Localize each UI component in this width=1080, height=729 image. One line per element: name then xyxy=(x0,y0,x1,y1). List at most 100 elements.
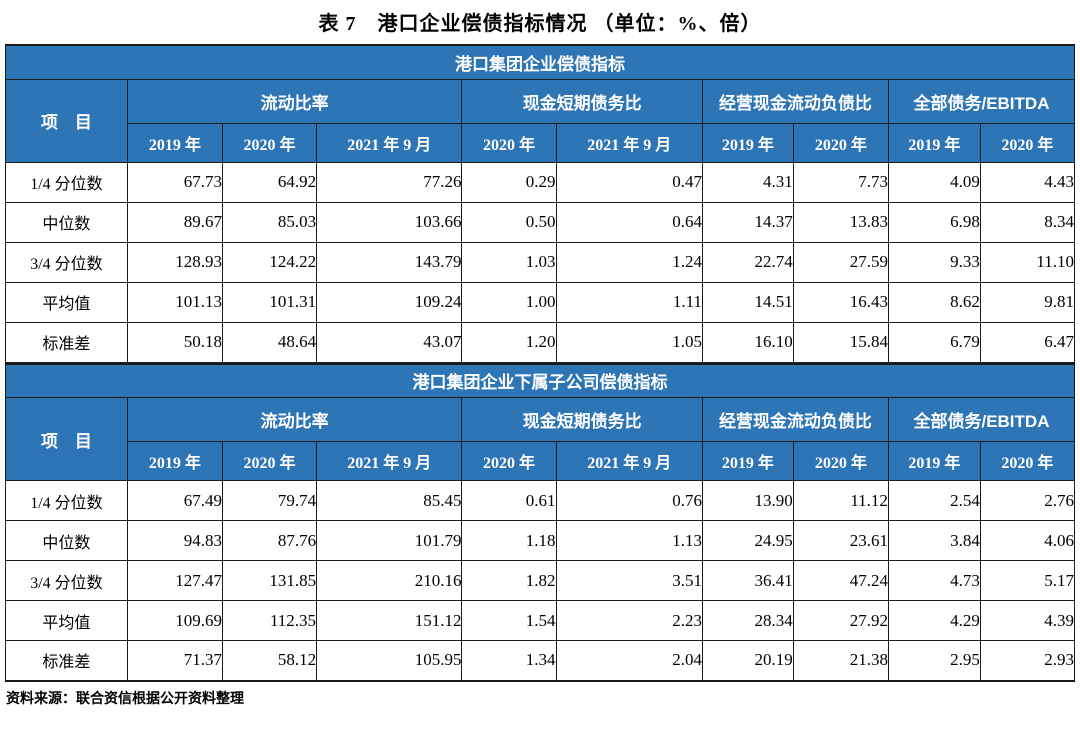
value-cell: 0.29 xyxy=(461,161,557,203)
value-cell: 43.07 xyxy=(316,321,463,363)
table-row: 标准差 71.37 58.12 105.95 1.34 2.04 20.19 21.38 2.9… xyxy=(5,640,1076,681)
value-cell: 101.31 xyxy=(221,281,318,323)
section-band-row: 港口集团企业下属子公司偿债指标 xyxy=(5,363,1075,398)
value-cell: 1.13 xyxy=(555,520,703,561)
value-cell: 0.50 xyxy=(461,201,557,243)
year-header: 2021 年 9 月 xyxy=(555,122,703,163)
value-cell: 23.61 xyxy=(792,520,889,561)
value-cell: 124.22 xyxy=(221,241,318,283)
year-header: 2021 年 9 月 xyxy=(555,441,703,481)
value-cell: 13.83 xyxy=(792,201,889,243)
value-cell: 87.76 xyxy=(221,520,318,561)
year-header: 2019 年 xyxy=(701,441,794,481)
value-cell: 2.04 xyxy=(555,640,703,681)
table-row: 中位数 94.83 87.76 101.79 1.18 1.13 24.95 23.61 3.8… xyxy=(5,520,1076,561)
group-header-row: 项 目 流动比率 现金短期债务比 经营现金流动负债比 全部债务/EBITDA xyxy=(5,397,1076,481)
value-cell: 4.31 xyxy=(701,161,794,203)
value-cell: 109.24 xyxy=(316,281,463,323)
value-cell: 2.23 xyxy=(555,600,703,641)
row-label: 标准差 xyxy=(5,321,128,363)
group-indicators-table: 港口集团企业偿债指标 项 目 流动比率 现金短期债务比 经营现金流动负债比 全部… xyxy=(5,44,1076,363)
value-cell: 1.05 xyxy=(555,321,703,363)
row-label: 平均值 xyxy=(5,281,128,323)
report-page: 表 7 港口企业偿债指标情况 （单位：%、倍） 港口集团企业偿债指标 项 目 流… xyxy=(5,13,1076,707)
row-label: 1/4 分位数 xyxy=(5,480,128,521)
year-header-row: 2019 年 2020 年 2021 年 9 月 2020 年 2021 年 9… xyxy=(6,441,1076,481)
value-cell: 1.00 xyxy=(461,281,557,323)
value-cell: 64.92 xyxy=(221,161,318,203)
value-cell: 0.61 xyxy=(461,480,557,521)
value-cell: 48.64 xyxy=(221,321,318,363)
group-header-ocf-liability: 经营现金流动负债比 xyxy=(701,397,889,442)
value-cell: 4.39 xyxy=(979,600,1076,641)
year-header: 2021 年 9 月 xyxy=(316,122,463,163)
year-header: 2020 年 xyxy=(221,441,318,481)
value-cell: 27.92 xyxy=(792,600,889,641)
value-cell: 0.76 xyxy=(555,480,703,521)
subsidiary-indicators-table: 港口集团企业下属子公司偿债指标 项 目 流动比率 现金短期债务比 经营现金流动负… xyxy=(5,362,1076,682)
value-cell: 1.24 xyxy=(555,241,703,283)
value-cell: 2.76 xyxy=(979,480,1076,521)
year-header: 2020 年 xyxy=(792,122,889,163)
value-cell: 7.73 xyxy=(792,161,889,203)
value-cell: 77.26 xyxy=(316,161,463,203)
group-header-cash-short-debt: 现金短期债务比 xyxy=(461,78,703,124)
group-header-row: 项 目 流动比率 现金短期债务比 经营现金流动负债比 全部债务/EBITDA xyxy=(5,78,1076,163)
value-cell: 47.24 xyxy=(792,560,889,601)
year-header: 2020 年 xyxy=(979,122,1076,163)
group-header-debt-ebitda: 全部债务/EBITDA xyxy=(887,78,1076,124)
value-cell: 8.34 xyxy=(979,201,1076,243)
table-row: 标准差 50.18 48.64 43.07 1.20 1.05 16.10 15.84 6.79… xyxy=(5,321,1076,363)
value-cell: 58.12 xyxy=(221,640,318,681)
table-title: 表 7 港口企业偿债指标情况 （单位：%、倍） xyxy=(318,13,762,35)
source-note: 资料来源：联合资信根据公开资料整理 xyxy=(6,691,244,707)
value-cell: 27.59 xyxy=(792,241,889,283)
table-row: 1/4 分位数 67.49 79.74 85.45 0.61 0.76 13.90 11.12… xyxy=(5,480,1076,521)
value-cell: 2.95 xyxy=(887,640,981,681)
value-cell: 1.18 xyxy=(461,520,557,561)
year-header: 2020 年 xyxy=(221,122,318,163)
year-header: 2021 年 9 月 xyxy=(316,441,463,481)
table-row: 平均值 101.13 101.31 109.24 1.00 1.11 14.51 16.43 8… xyxy=(5,281,1076,323)
value-cell: 210.16 xyxy=(316,560,463,601)
year-header: 2019 年 xyxy=(887,122,981,163)
year-header: 2020 年 xyxy=(461,122,557,163)
value-cell: 22.74 xyxy=(701,241,794,283)
value-cell: 101.79 xyxy=(316,520,463,561)
row-label: 平均值 xyxy=(5,600,128,641)
table-row: 3/4 分位数 128.93 124.22 143.79 1.03 1.24 22.74 27… xyxy=(5,241,1076,283)
value-cell: 36.41 xyxy=(701,560,794,601)
value-cell: 67.73 xyxy=(126,161,224,203)
row-label: 3/4 分位数 xyxy=(5,560,128,601)
item-column-header: 项 目 xyxy=(5,78,128,163)
value-cell: 101.13 xyxy=(126,281,224,323)
year-header: 2019 年 xyxy=(701,122,794,163)
value-cell: 0.64 xyxy=(555,201,703,243)
row-label: 标准差 xyxy=(5,640,128,681)
value-cell: 6.98 xyxy=(887,201,981,243)
value-cell: 89.67 xyxy=(126,201,224,243)
value-cell: 6.47 xyxy=(979,321,1076,363)
value-cell: 1.34 xyxy=(461,640,557,681)
row-label: 中位数 xyxy=(5,520,128,561)
value-cell: 8.62 xyxy=(887,281,981,323)
item-column-header: 项 目 xyxy=(5,397,128,481)
year-header: 2020 年 xyxy=(979,441,1076,481)
row-label: 3/4 分位数 xyxy=(5,241,128,283)
row-label: 中位数 xyxy=(5,201,128,243)
value-cell: 4.73 xyxy=(887,560,981,601)
value-cell: 14.37 xyxy=(701,201,794,243)
row-label: 1/4 分位数 xyxy=(5,161,128,203)
group-header-cash-short-debt: 现金短期债务比 xyxy=(461,397,703,442)
value-cell: 9.81 xyxy=(979,281,1076,323)
year-header: 2019 年 xyxy=(887,441,981,481)
value-cell: 14.51 xyxy=(701,281,794,323)
value-cell: 20.19 xyxy=(701,640,794,681)
year-header: 2019 年 xyxy=(126,122,224,163)
table-row: 中位数 89.67 85.03 103.66 0.50 0.64 14.37 13.83 6.9… xyxy=(5,201,1076,243)
value-cell: 4.09 xyxy=(887,161,981,203)
year-header: 2020 年 xyxy=(461,441,557,481)
group-header-current-ratio: 流动比率 xyxy=(126,397,463,442)
value-cell: 1.82 xyxy=(461,560,557,601)
value-cell: 15.84 xyxy=(792,321,889,363)
